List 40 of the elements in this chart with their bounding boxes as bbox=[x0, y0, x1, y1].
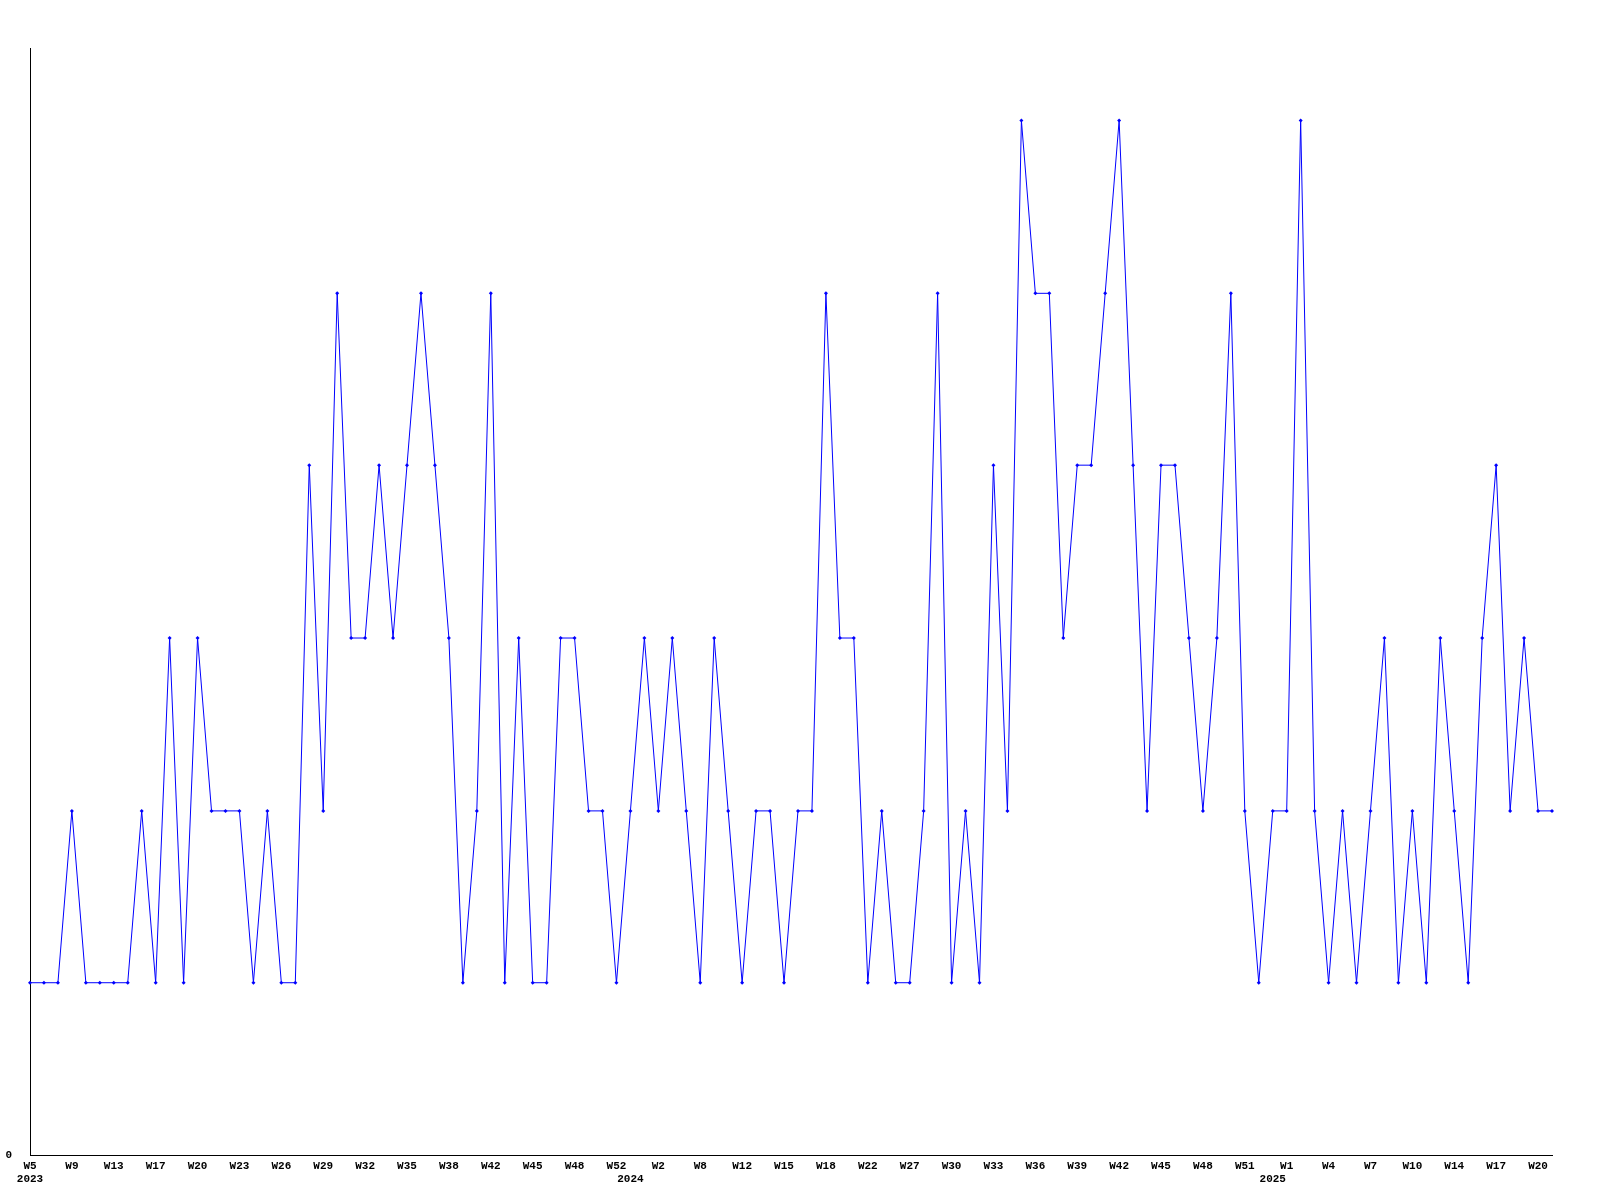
x-tick-label: W5 2023 bbox=[16, 1159, 44, 1186]
x-tick-label: 2025 bbox=[1259, 1173, 1287, 1186]
x-tick-label: W1 bbox=[1280, 1159, 1294, 1172]
x-tick-label: W26 bbox=[271, 1159, 292, 1172]
x-tick-label: W4 bbox=[1321, 1159, 1336, 1172]
text: 0 bbox=[5, 1149, 12, 1162]
x-tick-label: W18 bbox=[816, 1159, 837, 1172]
x-tick-label: W17 bbox=[145, 1159, 166, 1172]
x-tick-label: W42 bbox=[480, 1159, 501, 1172]
x-tick-label: W20 bbox=[187, 1159, 208, 1172]
x-tick-label: W30 bbox=[941, 1159, 962, 1172]
x-tick-label: W39 bbox=[1067, 1159, 1088, 1172]
x-tick-label: W15 bbox=[774, 1159, 795, 1172]
x-tick-label: W38 bbox=[438, 1159, 460, 1172]
x-tick-label: W45 bbox=[522, 1159, 543, 1172]
x-tick-label: W32 bbox=[355, 1159, 376, 1172]
x-tick-label: W10 bbox=[1402, 1159, 1423, 1172]
x-tick-label: W7 bbox=[1363, 1159, 1378, 1172]
x-tick-label: W13 bbox=[103, 1159, 125, 1172]
x-tick-label: W48 bbox=[1193, 1159, 1214, 1172]
x-tick-label: W20 bbox=[1528, 1159, 1548, 1172]
x-tick-label: W48 bbox=[564, 1159, 585, 1172]
x-tick-label: W2 bbox=[651, 1159, 665, 1172]
x-tick-label: W52 bbox=[606, 1159, 627, 1172]
x-tick-label: W12 bbox=[732, 1159, 753, 1172]
x-tick-label: W17 bbox=[1486, 1159, 1507, 1172]
x-tick-label: W33 bbox=[983, 1159, 1004, 1172]
x-tick-label: 2024 bbox=[617, 1173, 645, 1186]
x-tick-label: W14 bbox=[1444, 1159, 1465, 1172]
x-tick-label: W35 bbox=[397, 1159, 418, 1172]
x-tick-label: W45 bbox=[1151, 1159, 1172, 1172]
x-tick-label: W27 bbox=[899, 1159, 920, 1172]
x-tick-label: W23 bbox=[229, 1159, 250, 1172]
x-tick-label: W36 bbox=[1025, 1159, 1046, 1172]
x-tick-label: W9 bbox=[65, 1159, 79, 1172]
x-tick-label: W42 bbox=[1109, 1159, 1130, 1172]
x-tick-label: W8 bbox=[693, 1159, 708, 1172]
x-tick-label: W51 bbox=[1234, 1159, 1256, 1172]
x-tick-label: W29 bbox=[313, 1159, 334, 1172]
x-tick-label: W22 bbox=[857, 1159, 878, 1172]
